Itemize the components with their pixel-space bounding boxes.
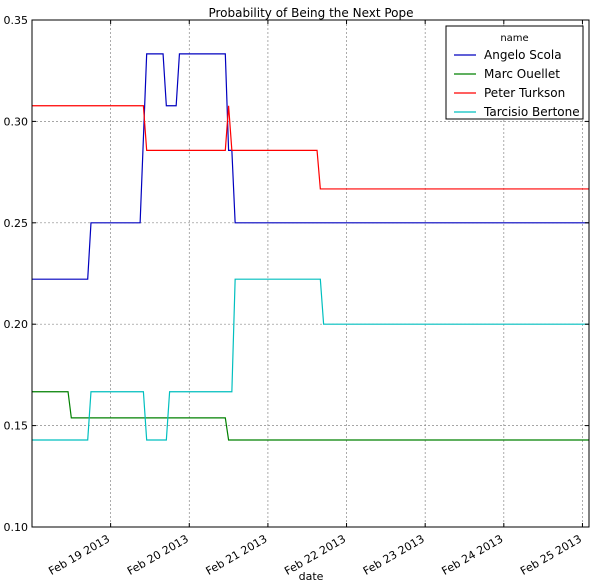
series-layer	[32, 53, 589, 441]
y-tick-label: 0.15	[4, 420, 29, 433]
legend-box	[445, 25, 584, 120]
legend-label: Marc Ouellet	[484, 67, 560, 81]
series-line-peter-turkson	[32, 105, 589, 190]
y-tick-label: 0.10	[4, 521, 29, 534]
axis-ticks	[32, 19, 589, 528]
legend-title: name	[500, 33, 528, 44]
y-tick-label: 0.20	[4, 318, 29, 331]
y-tick-label: 0.30	[4, 115, 29, 128]
chart-title: Probability of Being the Next Pope	[208, 6, 413, 20]
y-tick-label: 0.25	[4, 217, 29, 230]
y-tick-label: 0.35	[4, 14, 29, 27]
legend-label: Angelo Scola	[484, 48, 562, 62]
series-line-marc-ouellet	[32, 391, 589, 441]
y-axis-tick-labels: 0.10 0.15 0.20 0.25 0.30 0.35	[4, 14, 29, 534]
series-line-tarcisio-bertone	[32, 278, 589, 441]
x-axis-title: date	[299, 570, 324, 583]
legend: name Angelo Scola Marc Ouellet Peter Turkso…	[445, 25, 584, 120]
legend-label: Peter Turkson	[484, 86, 565, 100]
plot-area-frame	[31, 19, 590, 528]
legend-label: Tarcisio Bertone	[483, 105, 580, 119]
